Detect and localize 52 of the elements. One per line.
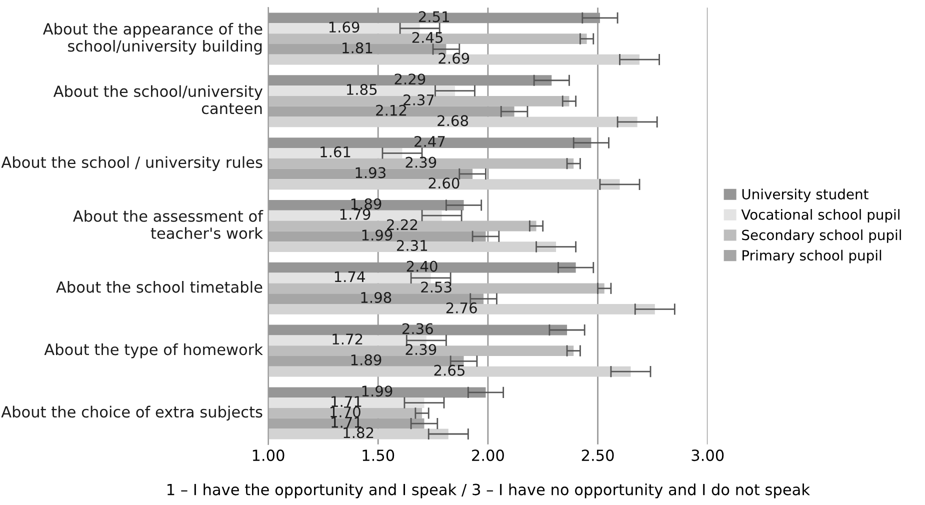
data-label: 2.36	[402, 323, 433, 334]
data-label: 2.39	[406, 344, 436, 356]
legend-label: Primary school pupil	[742, 250, 882, 264]
data-label: 1.89	[351, 198, 382, 210]
x-tick-label: 2.50	[582, 450, 614, 462]
data-label: 1.74	[334, 271, 365, 282]
legend-label: Vocational school pupil	[741, 209, 900, 223]
x-tick-label: 1.50	[362, 450, 394, 462]
x-tick-label: 1.00	[252, 450, 284, 462]
x-tick-label: 2.00	[472, 450, 504, 462]
data-label: 1.81	[342, 42, 372, 54]
x-tick-label: 3.00	[692, 450, 724, 462]
data-label: 1.93	[356, 167, 386, 178]
data-label: 2.60	[428, 178, 460, 189]
data-label: 2.29	[394, 74, 426, 85]
data-label: 1.99	[362, 230, 392, 241]
data-label: 2.31	[396, 240, 428, 252]
data-label: 1.71	[332, 396, 362, 407]
y-tick-label: About the assessment of teacher's work	[73, 210, 264, 239]
y-tick-label: About the appearance of the school/university building	[42, 22, 262, 55]
data-label: 2.76	[446, 302, 477, 314]
data-label: 1.71	[332, 416, 362, 428]
data-label: 1.79	[340, 208, 370, 220]
data-label: 2.12	[376, 104, 406, 116]
data-label: 2.51	[418, 11, 450, 22]
data-label: 2.45	[412, 32, 442, 44]
data-label: 1.82	[344, 427, 374, 438]
y-tick-label: About the choice of extra subjects	[1, 406, 262, 421]
data-label: 1.89	[351, 354, 382, 366]
data-label: 2.22	[387, 219, 418, 230]
y-tick-label: About the type of homework	[44, 343, 263, 358]
data-label: 2.47	[414, 136, 445, 147]
legend-label: University student	[742, 188, 868, 202]
data-label: 2.65	[434, 364, 464, 376]
y-tick-label: About the school/university canteen	[53, 85, 263, 114]
data-label: 1.69	[329, 22, 360, 33]
y-tick-label: About the school timetable	[56, 281, 262, 293]
data-label: 1.70	[330, 406, 360, 418]
data-label: 2.69	[438, 52, 470, 64]
data-label: 1.98	[361, 292, 392, 304]
data-label: 1.72	[332, 334, 362, 344]
data-label: 2.40	[406, 260, 438, 272]
data-label: 1.85	[346, 84, 377, 96]
data-label: 1.61	[320, 146, 350, 158]
data-label: 1.99	[362, 386, 392, 397]
x-axis-title: 1 – I have the opportunity and I speak / 3 – I have no opportunity and I do not speak	[168, 483, 810, 498]
data-label: 2.39	[406, 156, 436, 168]
legend-label: Secondary school pupil	[742, 229, 901, 243]
data-label: 2.68	[438, 115, 468, 126]
y-tick-label: About the school / university rules	[1, 156, 262, 171]
data-label: 2.37	[404, 94, 434, 106]
data-label: 2.53	[421, 282, 452, 293]
